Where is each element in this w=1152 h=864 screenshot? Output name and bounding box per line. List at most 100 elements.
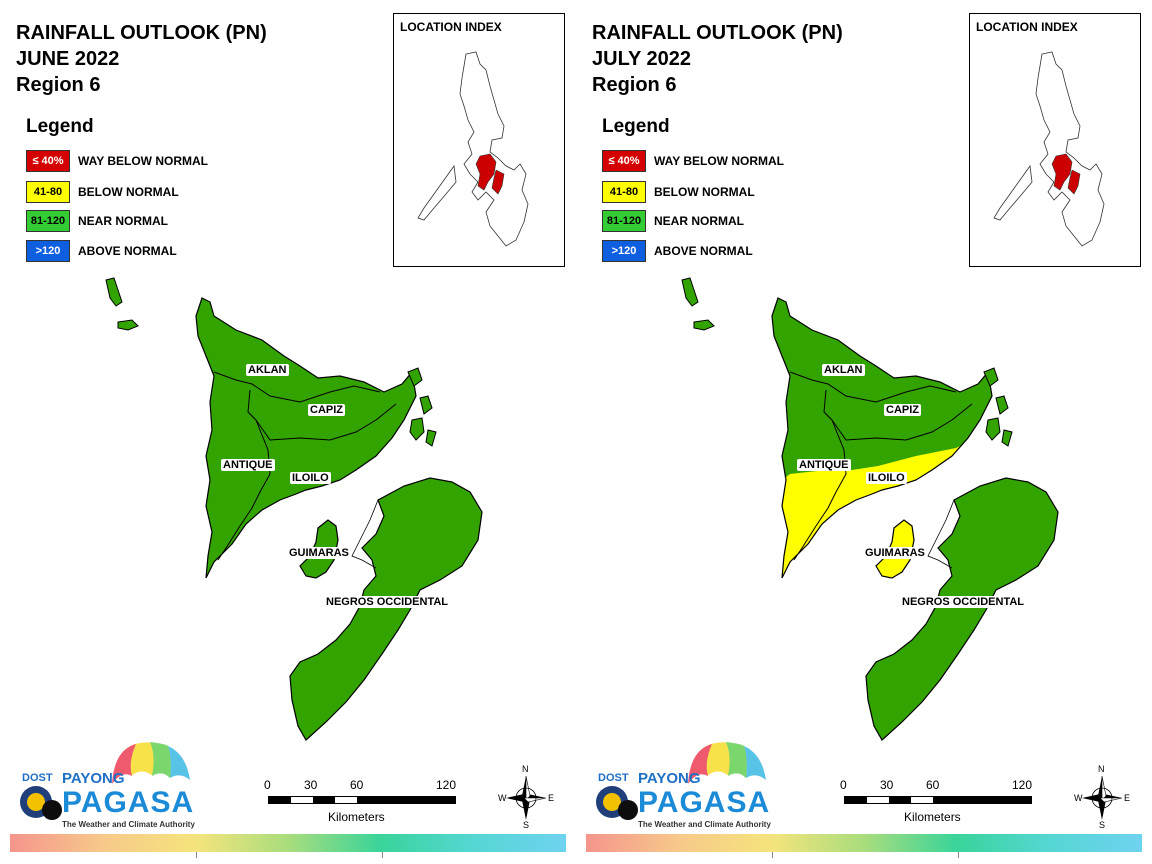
index-islands — [1035, 51, 1105, 247]
index-negros-highlight — [491, 169, 505, 195]
umbrella-icon — [20, 741, 191, 820]
legend-swatch: 41-80 — [602, 181, 646, 203]
title-line-1: RAINFALL OUTLOOK (PN) — [592, 22, 843, 44]
logo-pagasa: PAGASA — [62, 786, 195, 819]
logo-dost: DOST — [598, 772, 629, 784]
map-title: RAINFALL OUTLOOK (PN) JUNE 2022 Region 6 — [16, 20, 267, 98]
island-negros-occidental — [289, 477, 483, 741]
location-index-title: LOCATION INDEX — [400, 20, 502, 34]
scale-segments — [268, 796, 456, 804]
islet — [1001, 429, 1013, 447]
philippines-index-map — [993, 51, 1105, 247]
compass-e: E — [1124, 793, 1131, 803]
legend-item-below: 41-80 BELOW NORMAL — [26, 181, 179, 203]
title-region: Region 6 — [16, 74, 101, 96]
logo-tagline: The Weather and Climate Authority — [62, 820, 195, 829]
umbrella-icon — [596, 741, 767, 820]
gradient-tick — [958, 852, 959, 858]
scale-unit: Kilometers — [904, 810, 961, 824]
legend-label: BELOW NORMAL — [78, 185, 179, 199]
index-negros-highlight — [1067, 169, 1081, 195]
label-iloilo: ILOILO — [866, 472, 907, 484]
compass-n: N — [522, 764, 529, 774]
scale-segments — [844, 796, 1032, 804]
legend-swatch: >120 — [26, 240, 70, 262]
scale-tick: 30 — [880, 778, 894, 792]
island-negros-occidental — [865, 477, 1059, 741]
label-guimaras: GUIMARAS — [863, 547, 927, 559]
logo-payong: PAYONG — [62, 770, 125, 787]
boundary-aklan-antique — [823, 389, 833, 421]
title-month: JULY 2022 — [592, 48, 691, 70]
label-capiz: CAPIZ — [308, 404, 345, 416]
boundary-antique-iloilo — [793, 419, 847, 561]
logo-payong: PAYONG — [638, 770, 701, 787]
legend-item-above: >120 ABOVE NORMAL — [26, 240, 177, 262]
legend-item-way-below: ≤ 40% WAY BELOW NORMAL — [26, 150, 208, 172]
legend-label: BELOW NORMAL — [654, 185, 755, 199]
region6-map — [681, 277, 1059, 741]
scale-tick: 120 — [436, 778, 457, 792]
boundary-capiz-iloilo — [831, 403, 973, 441]
legend-swatch: ≤ 40% — [26, 150, 70, 172]
label-antique: ANTIQUE — [221, 459, 275, 471]
index-region6-highlight — [1051, 153, 1073, 191]
location-index-title: LOCATION INDEX — [976, 20, 1078, 34]
compass: N S E W — [1074, 764, 1131, 830]
pagasa-logo: DOST PAYONG PAGASA The Weather and Clima… — [592, 740, 772, 832]
logo-pagasa: PAGASA — [638, 786, 771, 819]
legend-label: WAY BELOW NORMAL — [654, 154, 785, 168]
legend-item-way-below: ≤ 40% WAY BELOW NORMAL — [602, 150, 784, 172]
gradient-tick — [196, 852, 197, 858]
compass-rose-icon — [506, 775, 547, 820]
legend-label: NEAR NORMAL — [654, 214, 744, 228]
legend-swatch: 81-120 — [602, 210, 646, 232]
index-region6-highlight — [475, 153, 497, 191]
title-month: JUNE 2022 — [16, 48, 120, 70]
boundary-capiz-iloilo — [255, 403, 397, 441]
index-islands — [459, 51, 529, 247]
legend-label: ABOVE NORMAL — [654, 244, 753, 258]
scale-tick: 60 — [926, 778, 940, 792]
legend-item-below: 41-80 BELOW NORMAL — [602, 181, 755, 203]
map-title: RAINFALL OUTLOOK (PN) JULY 2022 Region 6 — [592, 20, 843, 98]
coast-detail — [927, 499, 955, 569]
coast-detail — [351, 499, 379, 569]
compass-w: W — [498, 793, 507, 803]
title-line-1: RAINFALL OUTLOOK (PN) — [16, 22, 267, 44]
legend-swatch: 81-120 — [26, 210, 70, 232]
logo-tagline: The Weather and Climate Authority — [638, 820, 771, 829]
map-panel-july: RAINFALL OUTLOOK (PN) JULY 2022 Region 6… — [576, 0, 1152, 864]
compass-s: S — [523, 820, 530, 830]
pagasa-logo: DOST PAYONG PAGASA The Weather and Clima… — [16, 740, 196, 832]
label-iloilo: ILOILO — [290, 472, 331, 484]
legend-item-near: 81-120 NEAR NORMAL — [602, 210, 744, 232]
islet — [983, 367, 999, 387]
philippines-index-map — [417, 51, 529, 247]
legend-item-near: 81-120 NEAR NORMAL — [26, 210, 168, 232]
label-negros-occidental: NEGROS OCCIDENTAL — [324, 596, 451, 608]
label-aklan: AKLAN — [822, 364, 865, 376]
label-guimaras: GUIMARAS — [287, 547, 351, 559]
boundary-aklan-capiz — [213, 371, 381, 403]
scale-tick: 60 — [350, 778, 364, 792]
compass: N S E W — [498, 764, 554, 830]
boundary-aklan-antique — [247, 389, 257, 421]
footer-gradient-bar — [10, 834, 566, 852]
island-small — [117, 319, 139, 331]
gradient-tick — [772, 852, 773, 858]
label-capiz: CAPIZ — [884, 404, 921, 416]
location-index: LOCATION INDEX — [393, 13, 565, 267]
legend-label: WAY BELOW NORMAL — [78, 154, 209, 168]
islet — [409, 417, 425, 441]
compass-w: W — [1074, 793, 1083, 803]
legend-title: Legend — [26, 116, 94, 137]
islet — [419, 395, 433, 415]
region6-map — [105, 277, 483, 741]
compass-n: N — [1098, 764, 1105, 774]
logo-dost: DOST — [22, 772, 53, 784]
scale-tick: 0 — [264, 778, 271, 792]
label-antique: ANTIQUE — [797, 459, 851, 471]
islet — [985, 417, 1001, 441]
compass-rose-icon — [1082, 775, 1123, 820]
